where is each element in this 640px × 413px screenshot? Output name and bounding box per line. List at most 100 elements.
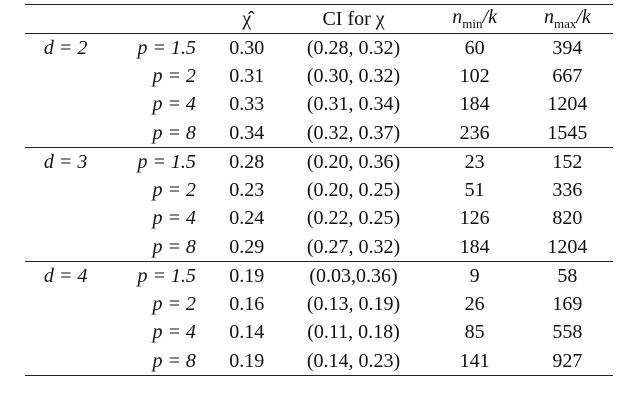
header-cell: χ̂ — [242, 7, 252, 30]
empty-cell — [25, 233, 106, 262]
table-row: p = 4 0.24 (0.22, 0.25) 126 820 — [25, 205, 613, 234]
value-cell: 394 — [552, 36, 583, 59]
value-cell: 0.34 — [229, 121, 265, 144]
table-row: p = 8 0.29 (0.27, 0.32) 184 1204 — [25, 233, 613, 262]
value-cell: (0.20, 0.36) — [306, 150, 401, 173]
row-label: p = 2 — [152, 292, 196, 315]
value-cell: 0.16 — [229, 292, 265, 315]
value-cell: (0.31, 0.34) — [306, 93, 401, 116]
value-cell: (0.30, 0.32) — [306, 64, 401, 87]
value-cell: 184 — [459, 235, 490, 258]
header-cell — [25, 5, 106, 34]
empty-cell — [25, 119, 106, 148]
value-cell: 152 — [552, 150, 583, 173]
table-row: p = 8 0.19 (0.14, 0.23) 141 927 — [25, 347, 613, 376]
value-cell: 102 — [459, 64, 490, 87]
value-cell: 0.19 — [229, 264, 265, 287]
value-cell: 184 — [459, 93, 490, 116]
value-cell: 820 — [552, 207, 583, 230]
table-row: p = 2 0.31 (0.30, 0.32) 102 667 — [25, 62, 613, 91]
value-cell: 9 — [469, 264, 480, 287]
table-group: d = 4 p = 1.5 0.19 (0.03,0.36) 9 58 p = 2 0.16 (… — [25, 261, 613, 376]
value-cell: (0.13, 0.19) — [306, 292, 401, 315]
header-cell — [106, 5, 214, 34]
value-cell: (0.03,0.36) — [309, 264, 398, 287]
value-cell: 0.23 — [229, 178, 265, 201]
empty-cell — [25, 91, 106, 120]
value-cell: 558 — [552, 321, 583, 344]
empty-cell — [25, 62, 106, 91]
empty-cell — [25, 176, 106, 205]
value-cell: (0.32, 0.37) — [306, 121, 401, 144]
row-label: p = 8 — [152, 235, 196, 258]
header-var: n — [543, 6, 554, 28]
header-var: n — [452, 6, 463, 28]
header-row: χ̂ CI for χ nmin/k nmax/k — [25, 4, 613, 34]
header-cell: CI for χ — [322, 7, 385, 30]
row-label: p = 1.5 — [137, 264, 196, 287]
table-group: d = 2 p = 1.5 0.30 (0.28, 0.32) 60 394 p = 2 0.… — [25, 33, 613, 148]
empty-cell — [25, 205, 106, 234]
row-label: p = 8 — [152, 121, 196, 144]
group-label: d = 3 — [43, 150, 88, 173]
empty-cell — [25, 319, 106, 348]
table-row: d = 4 p = 1.5 0.19 (0.03,0.36) 9 58 — [25, 261, 613, 291]
header-tail: /k — [576, 6, 591, 28]
value-cell: 58 — [557, 264, 578, 287]
value-cell: 0.19 — [229, 349, 265, 372]
value-cell: (0.22, 0.25) — [306, 207, 401, 230]
table-header: χ̂ CI for χ nmin/k nmax/k — [25, 4, 613, 34]
value-cell: 1545 — [547, 121, 588, 144]
row-label: p = 4 — [152, 93, 196, 116]
row-label: p = 1.5 — [137, 36, 196, 59]
value-cell: 336 — [552, 178, 583, 201]
value-cell: (0.20, 0.25) — [306, 178, 401, 201]
value-cell: (0.27, 0.32) — [306, 235, 401, 258]
empty-cell — [25, 290, 106, 319]
table-row: p = 4 0.33 (0.31, 0.34) 184 1204 — [25, 91, 613, 120]
header-sub: max — [553, 16, 577, 31]
row-label: p = 1.5 — [137, 150, 196, 173]
value-cell: 0.33 — [229, 93, 265, 116]
table-row: d = 3 p = 1.5 0.28 (0.20, 0.36) 23 152 — [25, 147, 613, 177]
value-cell: 1204 — [547, 235, 588, 258]
row-label: p = 2 — [152, 64, 196, 87]
value-cell: 0.29 — [229, 235, 265, 258]
row-label: p = 8 — [152, 349, 196, 372]
table-row: p = 2 0.23 (0.20, 0.25) 51 336 — [25, 176, 613, 205]
value-cell: 26 — [464, 292, 485, 315]
value-cell: 23 — [464, 150, 485, 173]
value-cell: 126 — [459, 207, 490, 230]
header-cell: nmax/k — [522, 5, 613, 34]
table-row: d = 2 p = 1.5 0.30 (0.28, 0.32) 60 394 — [25, 33, 613, 63]
value-cell: 0.31 — [229, 64, 265, 87]
row-label: p = 4 — [152, 321, 196, 344]
value-cell: 51 — [464, 178, 485, 201]
table-row: p = 4 0.14 (0.11, 0.18) 85 558 — [25, 319, 613, 348]
header-sub: min — [462, 16, 483, 31]
header-tail: /k — [482, 6, 497, 28]
value-cell: (0.14, 0.23) — [306, 349, 401, 372]
value-cell: 0.28 — [229, 150, 265, 173]
row-label: p = 4 — [152, 207, 196, 230]
value-cell: 236 — [459, 121, 490, 144]
value-cell: 0.30 — [229, 36, 265, 59]
value-cell: 0.14 — [229, 321, 265, 344]
value-cell: 60 — [464, 36, 485, 59]
group-label: d = 4 — [43, 264, 88, 287]
value-cell: 141 — [459, 349, 490, 372]
value-cell: 1204 — [547, 93, 588, 116]
value-cell: 85 — [464, 321, 485, 344]
value-cell: (0.28, 0.32) — [306, 36, 401, 59]
value-cell: 667 — [552, 64, 583, 87]
empty-cell — [25, 347, 106, 376]
value-cell: (0.11, 0.18) — [307, 321, 400, 344]
value-cell: 169 — [552, 292, 583, 315]
table-row: p = 2 0.16 (0.13, 0.19) 26 169 — [25, 290, 613, 319]
table-row: p = 8 0.34 (0.32, 0.37) 236 1545 — [25, 119, 613, 148]
header-cell: nmin/k — [427, 5, 521, 34]
group-label: d = 2 — [43, 36, 88, 59]
value-cell: 0.24 — [229, 207, 265, 230]
